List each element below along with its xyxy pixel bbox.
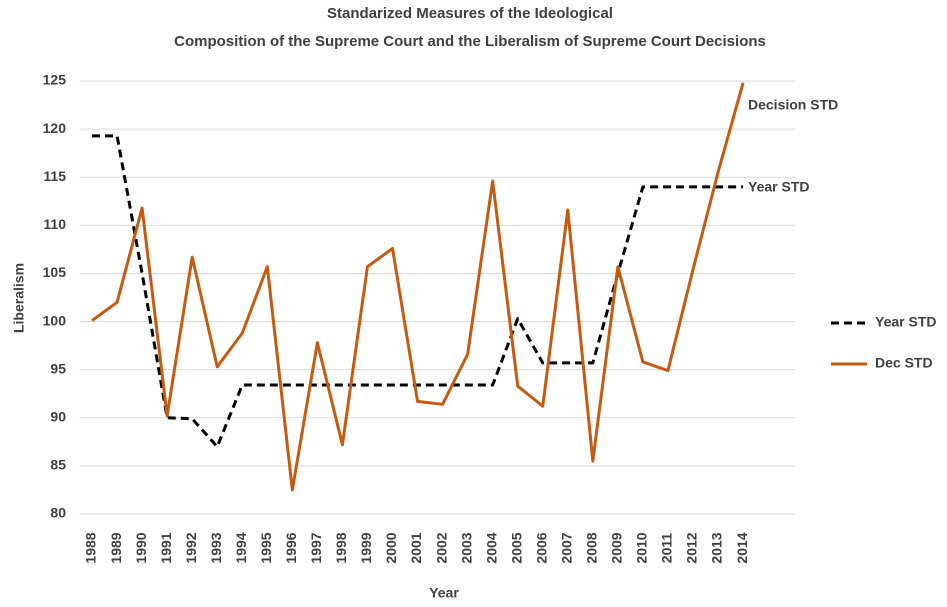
- y-tick-label: 115: [43, 168, 66, 184]
- x-tick-label: 2000: [383, 532, 399, 563]
- x-tick-label: 2005: [508, 532, 524, 563]
- x-tick-label: 2013: [709, 532, 725, 563]
- x-tick-label: 2004: [483, 532, 499, 563]
- y-tick-label: 100: [43, 312, 67, 328]
- legend-label: Year STD: [875, 314, 936, 330]
- annotation: Decision STD: [748, 97, 838, 113]
- annotation: Year STD: [748, 179, 809, 195]
- y-tick-label: 95: [50, 360, 66, 376]
- x-tick-label: 1994: [233, 532, 249, 563]
- x-tick-label: 1993: [208, 532, 224, 563]
- y-tick-label: 105: [43, 264, 67, 280]
- x-tick-label: 1988: [83, 532, 99, 563]
- x-tick-label: 1999: [358, 532, 374, 563]
- x-tick-label: 2008: [584, 532, 600, 563]
- data-line: [91, 82, 745, 492]
- x-tick-label: 1998: [333, 532, 349, 563]
- x-tick-label: 1997: [308, 532, 324, 563]
- x-tick-label: 2011: [659, 533, 675, 564]
- data-line: [92, 134, 744, 449]
- x-tick-label: 2003: [458, 532, 474, 563]
- x-tick-label: 1992: [183, 532, 199, 563]
- y-tick-label: 120: [43, 120, 67, 136]
- y-tick-label: 125: [43, 72, 67, 88]
- y-tick-label: 110: [43, 216, 66, 232]
- y-axis-title: Liberalism: [11, 263, 27, 333]
- x-tick-label: 1996: [283, 532, 299, 563]
- x-tick-label: 2002: [433, 532, 449, 563]
- x-tick-label: 1990: [133, 532, 149, 563]
- x-tick-label: 2007: [558, 532, 574, 563]
- x-tick-label: 1991: [158, 532, 174, 563]
- x-tick-label: 2006: [533, 532, 549, 563]
- legend-label: Dec STD: [875, 355, 933, 371]
- x-axis-title: Year: [429, 585, 459, 601]
- y-tick-label: 80: [50, 505, 66, 521]
- chart-title: Composition of the Supreme Court and the…: [174, 33, 766, 50]
- x-tick-label: 2010: [634, 532, 650, 563]
- x-tick-label: 2012: [684, 532, 700, 563]
- chart-title: Standarized Measures of the Ideological: [327, 5, 613, 22]
- x-tick-label: 1995: [258, 532, 274, 563]
- x-tick-label: 2014: [734, 532, 750, 563]
- x-tick-label: 1989: [108, 532, 124, 563]
- x-tick-label: 2009: [609, 532, 625, 563]
- x-tick-label: 2001: [408, 532, 424, 563]
- y-tick-label: 90: [50, 408, 66, 424]
- y-tick-label: 85: [50, 457, 66, 473]
